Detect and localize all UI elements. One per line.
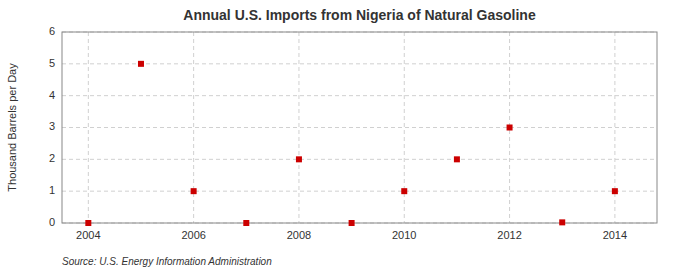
plot-area [62,32,657,223]
point [85,220,91,226]
point [349,220,355,226]
grid [62,32,657,223]
y-tick-label: 1 [49,184,55,196]
y-grid-line [62,63,657,64]
x-grid-line [193,32,194,223]
plot-frame [62,32,657,223]
x-grid-line [404,32,405,223]
title: Annual U.S. Imports from Nigeria of Natu… [183,7,536,23]
point [191,188,197,194]
y-tick-label: 3 [49,120,55,132]
y-grid-line [62,159,657,160]
x-tick-label: 2004 [76,229,100,241]
source-note: Source: U.S. Energy Information Administ… [62,256,272,267]
x-tick-label: 2010 [392,229,416,241]
y-tick-label: 6 [49,25,55,37]
points [85,61,618,226]
y-tick-label: 4 [49,89,55,101]
y-grid-line [62,95,657,96]
x-grid-line [88,32,89,223]
x-tick-label: 2012 [497,229,521,241]
y-tick-label: 2 [49,152,55,164]
x-grid-line [298,32,299,223]
y-axis-label: Thousand Barrels per Day [6,63,18,192]
y-tick-label: 5 [49,57,55,69]
point [454,156,460,162]
chart-container: 0 1 2 3 4 5 6 2004 2006 2008 2010 2012 2014 Annual U.… [0,0,675,275]
y-grid-line [62,127,657,128]
x-tick-label: 2008 [287,229,311,241]
point [138,61,144,67]
x-grid-line [614,32,615,223]
point [401,188,407,194]
point [296,156,302,162]
point [559,219,565,225]
y-tick-label: 0 [49,216,55,228]
x-tick-label: 2006 [181,229,205,241]
point [507,125,513,131]
point [243,220,249,226]
chart: 0 1 2 3 4 5 6 2004 2006 2008 2010 2012 2014 Annual U.… [0,0,675,275]
y-grid-line [62,191,657,192]
point [612,188,618,194]
x-tick-label: 2014 [603,229,627,241]
